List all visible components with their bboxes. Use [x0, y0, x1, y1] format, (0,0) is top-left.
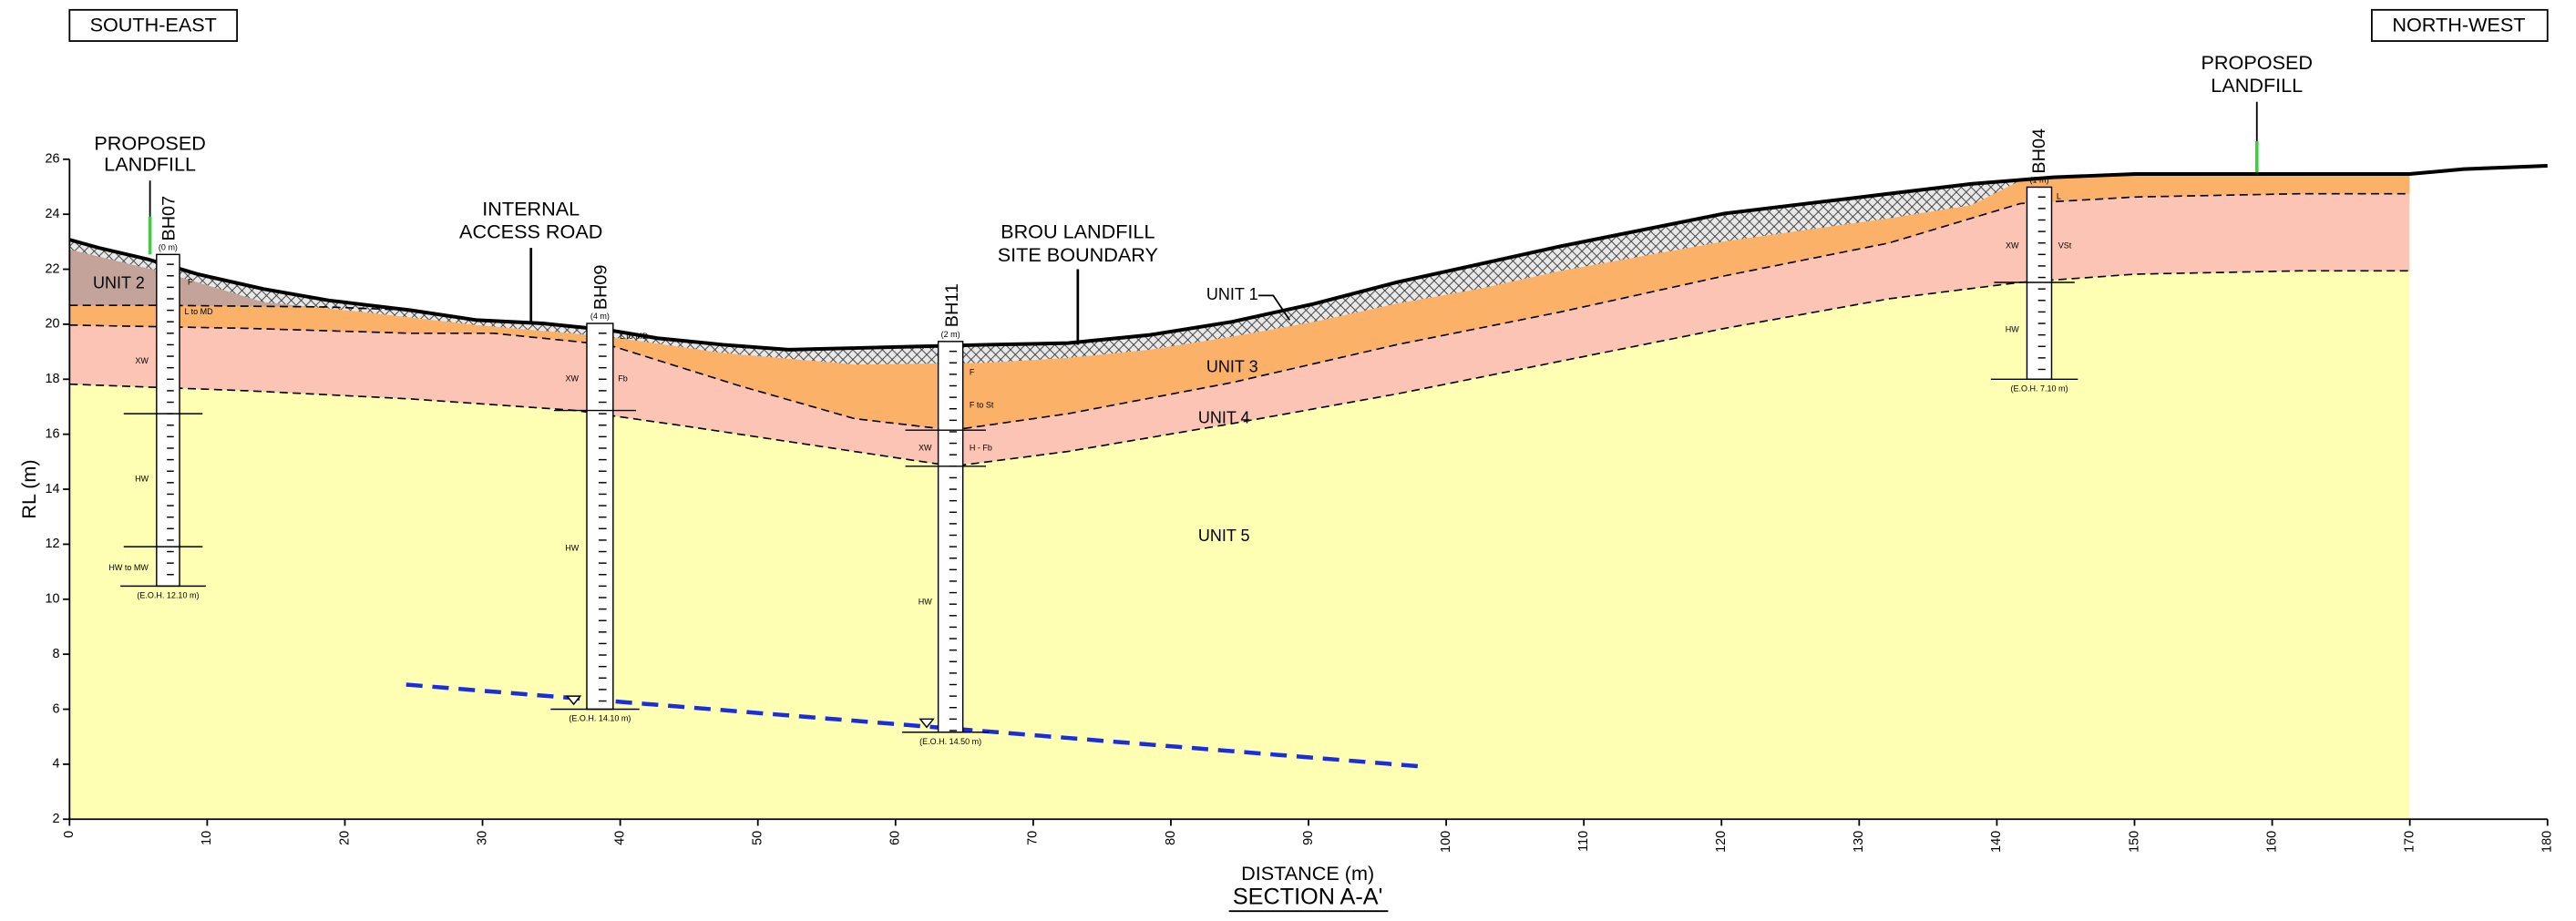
y-tick-label: 4 [52, 757, 59, 772]
borehole-name: BH09 [590, 265, 611, 311]
log-note: XW [566, 374, 580, 384]
x-tick-label: 150 [2127, 831, 2141, 853]
y-tick-label: 18 [45, 372, 59, 386]
callout-text: PROPOSED [2201, 51, 2313, 74]
log-note: XW [2006, 241, 2019, 251]
x-tick-label: 90 [1301, 831, 1316, 845]
log-note: HW [135, 475, 149, 484]
unit-label: UNIT 1 [1206, 285, 1258, 303]
log-note: HW [919, 598, 932, 607]
x-tick-label: 30 [475, 831, 489, 845]
borehole [587, 323, 613, 710]
eoh-label: (E.O.H. 7.10 m) [2010, 384, 2068, 393]
x-tick-label: 40 [612, 831, 627, 845]
x-tick-label: 60 [888, 831, 903, 845]
borehole-name: BH04 [2029, 128, 2049, 174]
x-tick-label: 180 [2540, 831, 2555, 853]
log-note: XW [135, 356, 149, 365]
log-note: VSt [2058, 241, 2072, 251]
unit-label: UNIT 2 [93, 274, 145, 292]
log-note: F to St [970, 401, 994, 410]
log-note: L [2057, 192, 2061, 201]
borehole [2027, 187, 2051, 379]
y-tick-label: 10 [45, 592, 59, 607]
log-note: H - Fb [970, 443, 992, 452]
direction-label: SOUTH-EAST [90, 14, 217, 36]
x-tick-label: 50 [751, 831, 765, 845]
eoh-label: (E.O.H. 14.10 m) [569, 714, 631, 723]
x-tick-label: 130 [1852, 831, 1866, 853]
x-tick-label: 120 [1714, 831, 1729, 853]
log-note: L to MD [620, 332, 649, 341]
y-tick-label: 22 [45, 261, 59, 276]
x-tick-label: 160 [2264, 831, 2279, 853]
borehole-offset: (1 m) [2029, 176, 2048, 185]
borehole-name: BH11 [942, 283, 962, 327]
log-note: F [970, 367, 975, 376]
log-note: L to MD [184, 307, 213, 316]
x-tick-label: 80 [1164, 831, 1178, 845]
x-tick-label: 70 [1026, 831, 1041, 845]
y-tick-label: 8 [52, 647, 59, 661]
log-note: F [188, 277, 193, 286]
layers [69, 166, 2547, 819]
callout-text: BROU LANDFILL [1001, 220, 1155, 243]
direction-label: NORTH-WEST [2392, 14, 2525, 36]
y-tick-label: 2 [52, 812, 59, 826]
y-tick-label: 6 [52, 701, 59, 716]
x-tick-label: 140 [1989, 831, 2004, 853]
y-tick-label: 26 [45, 152, 59, 167]
log-note: HW [565, 543, 579, 552]
y-tick-label: 12 [45, 537, 59, 551]
borehole [157, 254, 180, 586]
x-tick-label: 100 [1439, 831, 1453, 853]
x-axis-title: DISTANCE (m) [1241, 862, 1374, 885]
callout-text: LANDFILL [2211, 74, 2303, 97]
y-tick-label: 14 [45, 482, 59, 496]
callout-text: SITE BOUNDARY [998, 243, 1158, 266]
eoh-label: (E.O.H. 12.10 m) [137, 591, 199, 600]
eoh-label: (E.O.H. 14.50 m) [919, 737, 981, 746]
callout-text: INTERNAL [482, 197, 580, 220]
y-axis-title: RL (m) [17, 459, 40, 518]
y-tick-label: 20 [45, 317, 59, 332]
section-chart: BH07(0 m) (E.O.H. 12.10 m) F L to MD XW HW HW … [0, 0, 2576, 921]
callout-text: LANDFILL [104, 153, 196, 176]
section-title: SECTION A-A' [1233, 884, 1383, 909]
log-note: HW [2006, 325, 2019, 334]
y-tick-label: 16 [45, 426, 59, 441]
callout-text: ACCESS ROAD [459, 220, 602, 243]
x-tick-label: 0 [62, 831, 77, 838]
borehole-name: BH07 [159, 196, 179, 241]
x-tick-label: 20 [337, 831, 352, 845]
unit-label: UNIT 3 [1206, 357, 1258, 375]
callout-text: PROPOSED [94, 131, 205, 154]
x-tick-label: 10 [200, 831, 214, 845]
borehole-offset: (4 m) [590, 312, 610, 321]
log-note: Fb [618, 374, 628, 384]
borehole-offset: (2 m) [941, 330, 960, 339]
log-note: HW to MW [108, 563, 149, 572]
x-tick-label: 110 [1576, 831, 1591, 852]
y-tick-label: 24 [45, 207, 59, 221]
unit-label: UNIT 4 [1198, 408, 1250, 426]
log-note: XW [919, 443, 932, 452]
borehole-offset: (0 m) [159, 242, 178, 251]
unit-label: UNIT 5 [1198, 527, 1250, 545]
x-tick-label: 170 [2402, 831, 2417, 853]
